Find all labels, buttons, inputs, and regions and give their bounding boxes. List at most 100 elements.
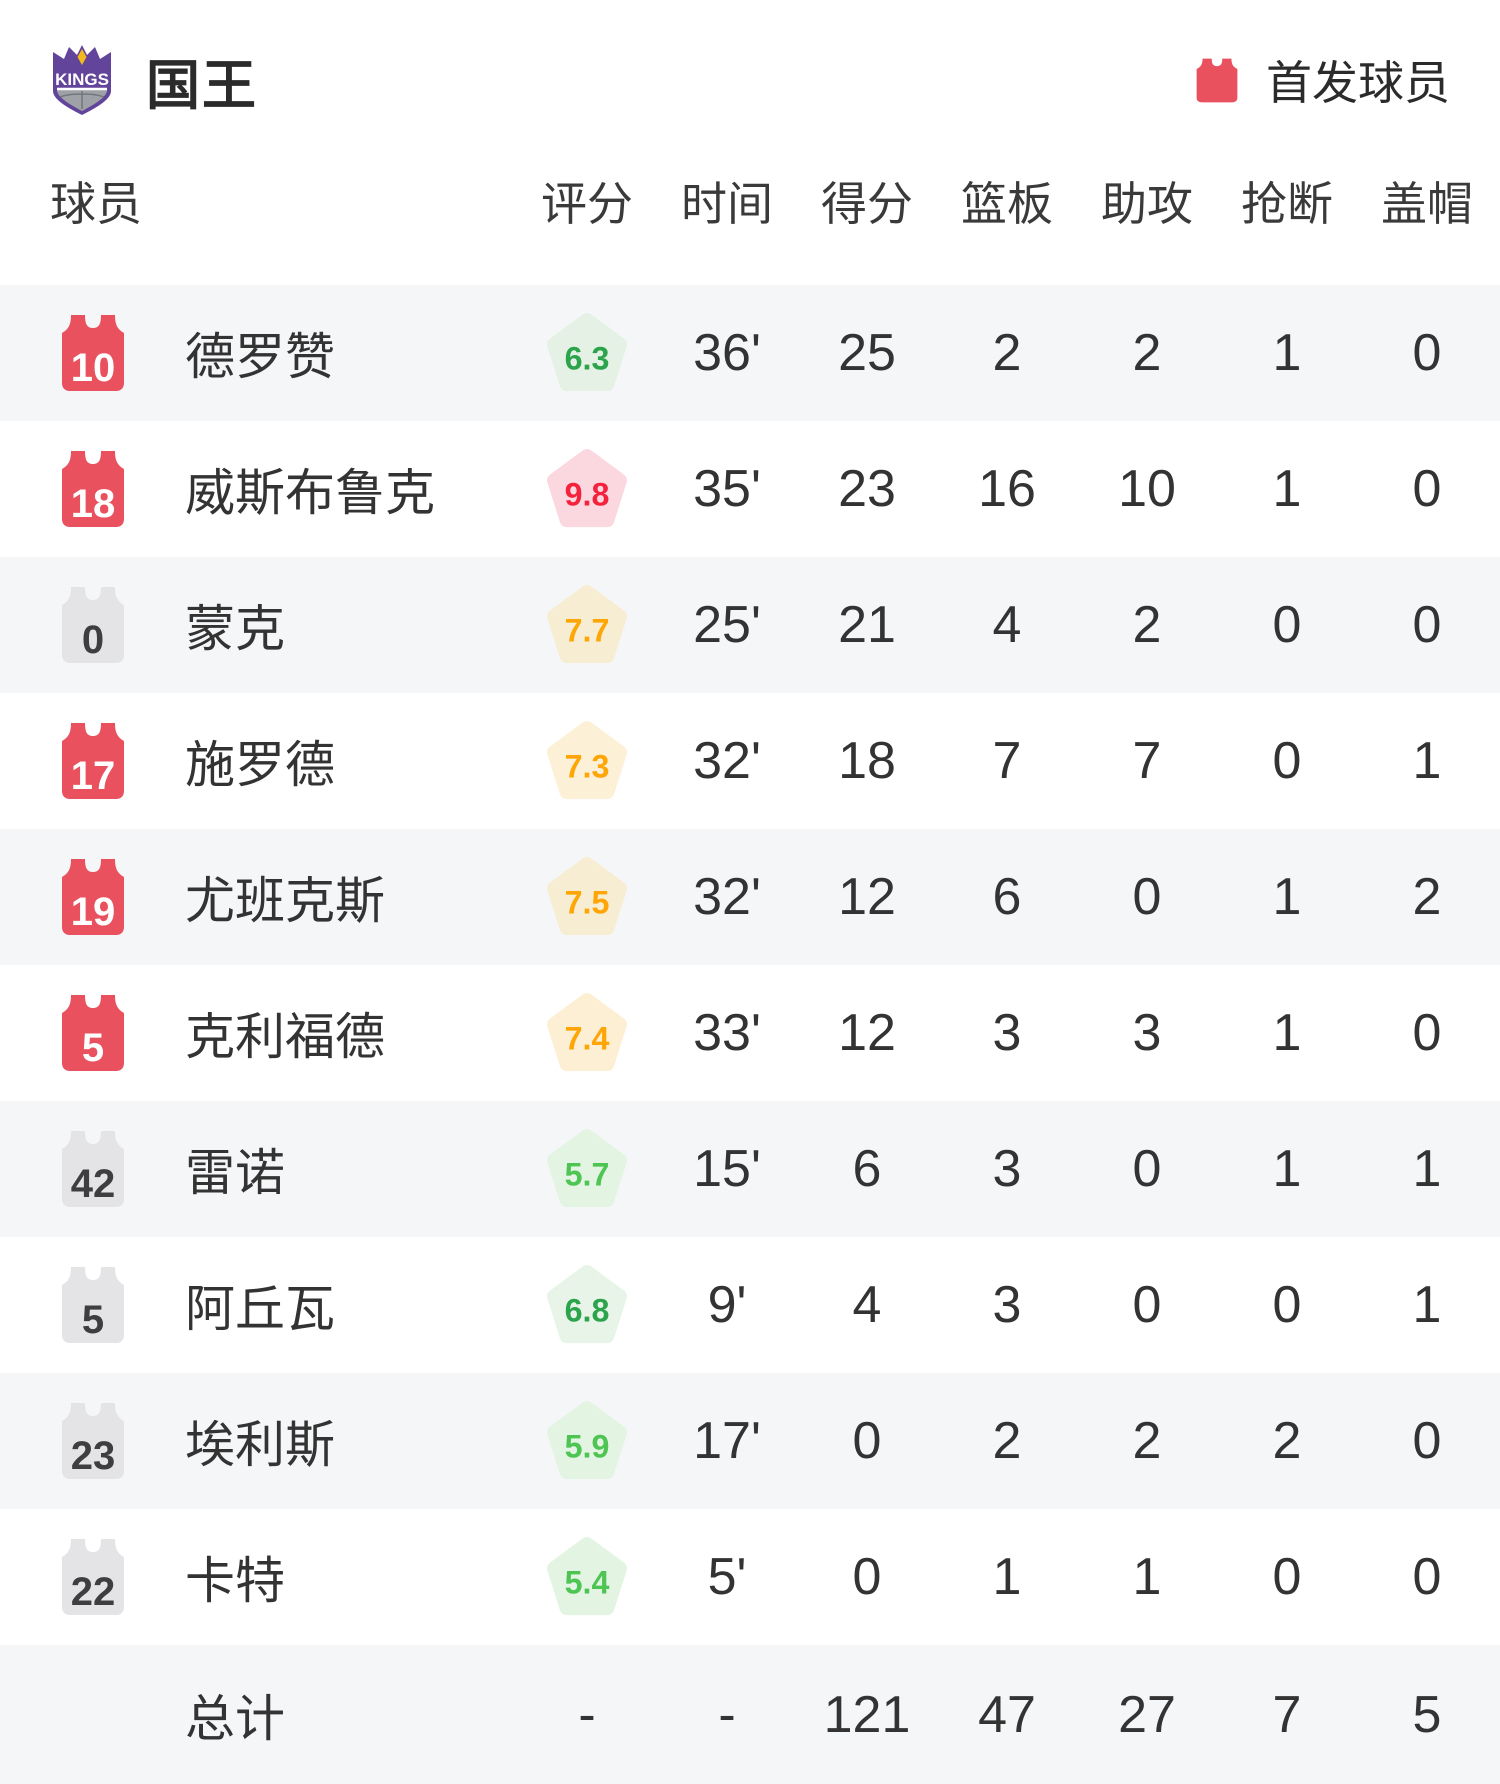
- points-cell: 25: [838, 324, 896, 382]
- player-row[interactable]: 5 阿丘瓦 6.8 9' 4 3 0 0 1: [0, 1237, 1500, 1373]
- player-row[interactable]: 23 埃利斯 5.9 17' 0 2 2 2 0: [0, 1373, 1500, 1509]
- rating-value: 7.5: [565, 885, 610, 921]
- rebounds-cell: 4: [992, 596, 1022, 654]
- player-name: 尤班克斯: [185, 873, 385, 929]
- steals-cell: 1: [1272, 324, 1302, 382]
- rating-cell: 7.7: [517, 584, 657, 666]
- rating-badge-icon: 5.4: [546, 1536, 628, 1616]
- player-name: 阿丘瓦: [185, 1281, 335, 1337]
- rebounds-cell: 2: [992, 324, 1022, 382]
- blocks-cell: 0: [1412, 596, 1442, 654]
- player-cell: 42 雷诺: [0, 1130, 517, 1208]
- kings-logo-text: KINGS: [55, 70, 109, 89]
- player-name: 蒙克: [185, 601, 285, 657]
- rating-cell: 7.4: [517, 992, 657, 1074]
- totals-assists: 27: [1118, 1685, 1176, 1744]
- steals-cell: 1: [1272, 1004, 1302, 1062]
- player-name: 威斯布鲁克: [185, 465, 435, 521]
- jersey-icon: 19: [62, 859, 124, 935]
- totals-points: 121: [823, 1685, 911, 1744]
- assists-cell: 0: [1132, 1276, 1162, 1334]
- player-row[interactable]: 18 威斯布鲁克 9.8 35' 23 16 10 1 0: [0, 421, 1500, 557]
- time-cell: 33': [693, 1004, 761, 1062]
- page-header: KINGS 国王 首发球员: [0, 0, 1500, 116]
- points-cell: 4: [852, 1276, 882, 1334]
- blocks-cell: 0: [1412, 1548, 1442, 1606]
- jersey-number: 19: [71, 890, 116, 934]
- time-cell: 35': [693, 460, 761, 518]
- totals-row: 总计 - - 121 47 27 7 5: [0, 1645, 1500, 1784]
- player-name: 克利福德: [185, 1009, 385, 1065]
- player-name: 德罗赞: [185, 329, 335, 385]
- column-header-rating: 评分: [541, 177, 633, 230]
- jersey-icon: 17: [62, 723, 124, 799]
- assists-cell: 2: [1132, 1412, 1162, 1470]
- player-cell: 17 施罗德: [0, 722, 517, 800]
- jersey-number: 5: [82, 1026, 104, 1070]
- player-cell: 18 威斯布鲁克: [0, 450, 517, 528]
- rating-value: 5.7: [565, 1157, 610, 1193]
- player-row[interactable]: 0 蒙克 7.7 25' 21 4 2 0 0: [0, 557, 1500, 693]
- blocks-cell: 1: [1412, 732, 1442, 790]
- starter-legend: 首发球员: [1194, 47, 1450, 113]
- player-cell: 10 德罗赞: [0, 314, 517, 392]
- player-row[interactable]: 17 施罗德 7.3 32' 18 7 7 0 1: [0, 693, 1500, 829]
- assists-cell: 3: [1132, 1004, 1162, 1062]
- player-row[interactable]: 19 尤班克斯 7.5 32' 12 6 0 1 2: [0, 829, 1500, 965]
- rating-value: 6.3: [565, 341, 610, 377]
- rating-value: 7.4: [565, 1021, 610, 1057]
- rating-badge-icon: 7.5: [546, 856, 628, 936]
- rating-value: 5.4: [565, 1565, 610, 1601]
- rating-value: 6.8: [565, 1293, 610, 1329]
- player-cell: 5 克利福德: [0, 994, 517, 1072]
- steals-cell: 1: [1272, 868, 1302, 926]
- totals-steals: 7: [1272, 1685, 1302, 1744]
- rating-cell: 9.8: [517, 448, 657, 530]
- player-row[interactable]: 42 雷诺 5.7 15' 6 3 0 1 1: [0, 1101, 1500, 1237]
- blocks-cell: 0: [1412, 1412, 1442, 1470]
- rebounds-cell: 7: [992, 732, 1022, 790]
- rating-value: 7.3: [565, 749, 610, 785]
- totals-blocks: 5: [1412, 1685, 1442, 1744]
- time-cell: 32': [693, 732, 761, 790]
- jersey-icon: 22: [62, 1539, 124, 1615]
- rating-cell: 5.4: [517, 1536, 657, 1618]
- team-name: 国王: [146, 55, 258, 116]
- player-cell: 23 埃利斯: [0, 1402, 517, 1480]
- points-cell: 12: [838, 868, 896, 926]
- jersey-icon: 0: [62, 587, 124, 663]
- blocks-cell: 1: [1412, 1276, 1442, 1334]
- steals-cell: 0: [1272, 732, 1302, 790]
- rating-badge-icon: 6.3: [546, 312, 628, 392]
- kings-team-logo-icon: KINGS: [53, 45, 111, 115]
- blocks-cell: 0: [1412, 460, 1442, 518]
- jersey-number: 23: [71, 1434, 116, 1478]
- starter-jersey-icon: [1196, 58, 1238, 102]
- points-cell: 12: [838, 1004, 896, 1062]
- player-cell: 19 尤班克斯: [0, 858, 517, 936]
- column-header-assists: 助攻: [1101, 177, 1193, 230]
- player-row[interactable]: 5 克利福德 7.4 33' 12 3 3 1 0: [0, 965, 1500, 1101]
- assists-cell: 7: [1132, 732, 1162, 790]
- rebounds-cell: 16: [978, 460, 1036, 518]
- assists-cell: 1: [1132, 1548, 1162, 1606]
- player-cell: 22 卡特: [0, 1538, 517, 1616]
- rating-badge-icon: 6.8: [546, 1264, 628, 1344]
- points-cell: 23: [838, 460, 896, 518]
- jersey-number: 18: [71, 482, 116, 526]
- totals-rating: -: [578, 1685, 596, 1744]
- blocks-cell: 0: [1412, 324, 1442, 382]
- rebounds-cell: 3: [992, 1004, 1022, 1062]
- rebounds-cell: 3: [992, 1276, 1022, 1334]
- steals-cell: 1: [1272, 1140, 1302, 1198]
- player-row[interactable]: 22 卡特 5.4 5' 0 1 1 0 0: [0, 1509, 1500, 1645]
- totals-label: 总计: [185, 1690, 285, 1747]
- column-header-rebounds: 篮板: [961, 177, 1053, 230]
- rating-value: 7.7: [565, 613, 610, 649]
- player-cell: 0 蒙克: [0, 586, 517, 664]
- jersey-number: 22: [71, 1570, 116, 1614]
- rebounds-cell: 2: [992, 1412, 1022, 1470]
- blocks-cell: 0: [1412, 1004, 1442, 1062]
- player-row[interactable]: 10 德罗赞 6.3 36' 25 2 2 1 0: [0, 285, 1500, 421]
- rating-cell: 7.3: [517, 720, 657, 802]
